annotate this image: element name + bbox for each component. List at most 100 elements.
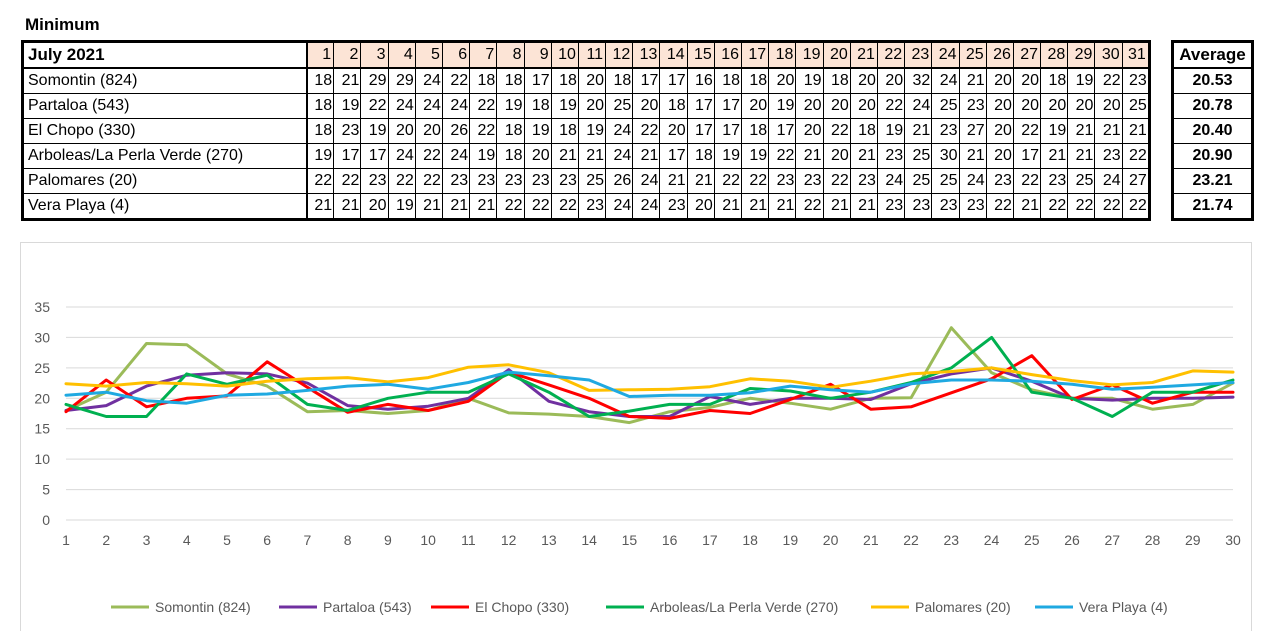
table-cell: 22	[768, 143, 797, 169]
day-header: 21	[849, 41, 878, 69]
table-cell: 22	[441, 67, 471, 94]
table-cell: 29	[360, 67, 389, 94]
table-cell: 21	[713, 193, 743, 220]
table-cell: 20	[577, 67, 607, 94]
day-header: 10	[550, 41, 579, 69]
table-cell: 22	[632, 118, 661, 144]
table-cell: 27	[1121, 168, 1150, 194]
table-cell: 17	[686, 118, 715, 144]
temperature-table: July 2021 1 2 3 4 5 6 7 8 9 10 11 12 13 14 15 16 17 18 19 20…	[21, 40, 1151, 221]
x-tick-label: 29	[1185, 532, 1201, 548]
table-cell: 24	[632, 168, 661, 194]
day-header: 3	[360, 41, 389, 69]
table-cell: 21	[822, 193, 851, 220]
table-cell: 22	[740, 168, 770, 194]
y-tick-label: 10	[34, 451, 50, 467]
x-tick-label: 11	[461, 532, 476, 548]
x-tick-label: 1	[62, 532, 70, 548]
table-cell: 22	[876, 93, 906, 119]
table-header-month: July 2021	[22, 41, 308, 69]
table-cell: 23	[795, 168, 824, 194]
day-header: 22	[876, 41, 906, 69]
table-cell: 22	[387, 168, 416, 194]
x-tick-label: 15	[622, 532, 638, 548]
x-tick-label: 23	[944, 532, 960, 548]
table-cell: 22	[822, 168, 851, 194]
table-cell: 20	[387, 118, 416, 144]
table-cell: 25	[904, 143, 933, 169]
table-cell: 23	[496, 168, 525, 194]
table-cell: 23	[931, 193, 960, 220]
table-cell: 22	[333, 168, 362, 194]
table-cell: 19	[305, 143, 335, 169]
table-cell: 19	[768, 93, 797, 119]
chart-area: 0 5 10 15 20 25 30 35 1 2 3 4 5 6 7 8 9 10 11 12 13 14 15 16 17 1…	[20, 242, 1252, 631]
table-cell: 22	[305, 168, 335, 194]
table-cell: 22	[822, 118, 851, 144]
table-cell: 21	[768, 193, 797, 220]
table-cell: 24	[387, 143, 416, 169]
x-tick-label: 30	[1225, 532, 1241, 548]
table-cell: 20	[360, 193, 389, 220]
table-cell: 17	[659, 67, 688, 94]
table-cell: 25	[1067, 168, 1096, 194]
table-cell: 17	[768, 118, 797, 144]
table-cell: 23	[469, 168, 498, 194]
day-header: 5	[414, 41, 443, 69]
table-cell: 24	[632, 193, 661, 220]
average-cell: 20.40	[1172, 118, 1253, 144]
table-cell: 18	[496, 67, 525, 94]
table-cell: 19	[713, 143, 743, 169]
table-cell: 22	[523, 193, 552, 220]
table-cell: 22	[360, 93, 389, 119]
table-cell: 20	[876, 67, 906, 94]
x-tick-label: 9	[384, 532, 392, 548]
table-cell: 21	[333, 67, 362, 94]
table-cell: 18	[686, 143, 715, 169]
table-cell: 20	[849, 67, 878, 94]
table-cell: 30	[931, 143, 960, 169]
page-title: Minimum	[25, 15, 100, 34]
table-cell: 23	[659, 193, 688, 220]
table-cell: 22	[496, 193, 525, 220]
table-cell: 24	[958, 168, 987, 194]
table-cell: 24	[387, 93, 416, 119]
legend-label: Somontin (824)	[155, 599, 251, 615]
table-cell: 24	[605, 193, 634, 220]
x-tick-label: 18	[742, 532, 758, 548]
y-tick-label: 30	[34, 329, 50, 345]
table-cell: 20	[985, 143, 1014, 169]
table-cell: 29	[387, 67, 416, 94]
table-cell: 22	[1121, 143, 1150, 169]
station-name: Vera Playa (4)	[22, 193, 308, 220]
legend-label: El Chopo (330)	[475, 599, 569, 615]
table-row: Vera Playa (4) 21 21 20 19 21 21 21 22 22 22 23 24 24…	[22, 193, 1150, 220]
table-cell: 20	[414, 118, 443, 144]
x-tick-label: 7	[304, 532, 312, 548]
table-cell: 20	[632, 93, 661, 119]
x-tick-label: 28	[1145, 532, 1161, 548]
table-cell: 21	[1121, 118, 1150, 144]
table-cell: 18	[305, 118, 335, 144]
table-cell: 21	[441, 193, 471, 220]
x-tick-label: 12	[501, 532, 517, 548]
day-header: 15	[686, 41, 715, 69]
table-cell: 20	[659, 118, 688, 144]
table-cell: 17	[1012, 143, 1042, 169]
table-cell: 22	[414, 168, 443, 194]
series-line-6	[64, 370, 1235, 405]
day-header: 8	[496, 41, 525, 69]
table-cell: 25	[931, 168, 960, 194]
day-header: 6	[441, 41, 471, 69]
table-cell: 23	[768, 168, 797, 194]
table-cell: 24	[605, 118, 634, 144]
table-cell: 20	[795, 118, 824, 144]
table-cell: 22	[1040, 193, 1069, 220]
table-cell: 23	[1094, 143, 1123, 169]
table-cell: 18	[713, 67, 743, 94]
table-cell: 21	[849, 143, 878, 169]
table-cell: 20	[577, 93, 607, 119]
table-cell: 20	[849, 93, 878, 119]
legend-label: Palomares (20)	[915, 599, 1011, 615]
table-cell: 32	[904, 67, 933, 94]
